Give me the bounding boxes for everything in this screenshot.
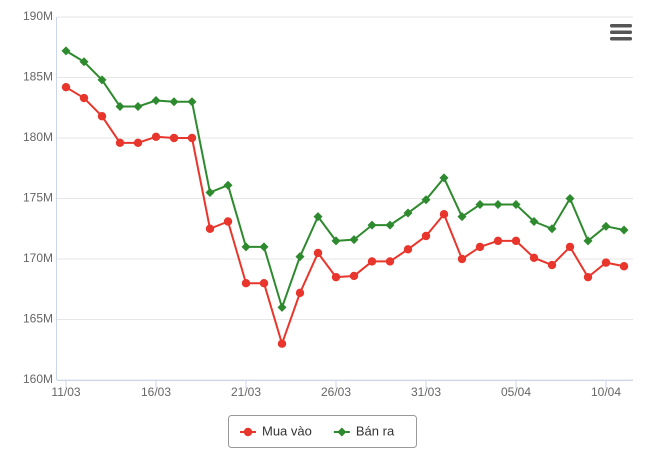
diamond-marker [547, 224, 557, 234]
y-tick-label: 185M [23, 70, 53, 84]
diamond-marker [205, 187, 215, 197]
diamond-marker [295, 252, 305, 262]
menu-bar [610, 30, 632, 34]
circle-marker [79, 93, 89, 103]
circle-marker [277, 339, 287, 348]
diamond-marker [277, 302, 287, 312]
circle-marker [601, 258, 611, 267]
legend-item[interactable]: Bán ra [333, 423, 395, 438]
circle-marker [565, 242, 575, 252]
circle-marker [457, 254, 467, 264]
circle-marker [367, 257, 377, 266]
diamond-marker [79, 57, 89, 67]
legend-item[interactable]: Mua vào [240, 423, 312, 438]
diamond-marker [313, 212, 323, 222]
diamond-marker [337, 427, 347, 437]
diamond-marker [439, 173, 449, 183]
diamond-marker [565, 194, 575, 203]
x-tick-label: 10/04 [591, 385, 621, 399]
circle-marker [259, 279, 269, 288]
circle-marker [133, 138, 143, 148]
circle-marker [115, 138, 125, 148]
legend-label: Bán ra [356, 423, 395, 438]
circle-marker [385, 257, 395, 266]
circle-marker [313, 248, 323, 258]
diamond-marker [115, 102, 125, 112]
y-tick-label: 170M [23, 251, 53, 265]
circle-marker [349, 271, 359, 281]
x-tick-label: 05/04 [501, 385, 531, 399]
diamond-marker [457, 212, 467, 222]
circle-marker [205, 224, 215, 233]
diamond-marker [403, 208, 413, 218]
x-tick-label: 16/03 [141, 385, 171, 399]
circle-marker [529, 253, 539, 262]
diamond-marker [619, 225, 629, 235]
y-tick-label: 190M [23, 9, 53, 23]
diamond-marker [241, 242, 251, 252]
diamond-marker [583, 236, 593, 246]
y-tick-label: 160M [23, 372, 53, 386]
circle-marker [331, 272, 341, 282]
diamond-marker [475, 200, 485, 210]
diamond-marker [331, 236, 341, 246]
legend: Mua vào Bán ra [228, 415, 417, 448]
circle-marker [223, 217, 233, 226]
series-line [65, 86, 625, 345]
x-tick-label: 31/03 [411, 385, 441, 399]
diamond-marker [97, 75, 107, 85]
diamond-marker [223, 180, 233, 190]
diamond-marker [349, 235, 359, 245]
menu-button[interactable] [610, 24, 632, 41]
series [61, 46, 629, 312]
circle-marker [511, 236, 521, 246]
diamond-marker [601, 221, 611, 231]
circle-marker [547, 260, 557, 270]
x-tick-label: 26/03 [321, 385, 351, 399]
circle-marker [187, 133, 197, 143]
diamond-marker [61, 46, 71, 56]
circle-marker [97, 112, 107, 121]
diamond-marker [151, 95, 161, 105]
circle-marker [403, 245, 413, 254]
y-tick-label: 165M [23, 312, 53, 326]
circle-marker [151, 132, 161, 141]
circle-marker [619, 262, 629, 271]
circle-marker [583, 272, 593, 282]
diamond-marker [385, 220, 395, 230]
circle-marker [241, 279, 251, 288]
y-tick-label: 175M [23, 191, 53, 205]
diamond-marker [169, 97, 179, 107]
circle-marker [421, 231, 431, 241]
circle-marker [295, 288, 305, 298]
diamond-marker [187, 97, 197, 107]
diamond-marker [133, 102, 143, 112]
circle-marker [475, 242, 485, 252]
legend-label: Mua vào [262, 423, 312, 438]
series-line [65, 50, 625, 309]
diamond-marker [259, 242, 269, 252]
diamond-marker [529, 216, 539, 226]
diamond-marker [421, 195, 431, 205]
x-tick-label: 21/03 [231, 385, 261, 399]
diamond-marker [367, 220, 377, 230]
x-tick-label: 11/03 [51, 385, 80, 399]
circle-marker [169, 133, 179, 143]
circle-marker [243, 427, 253, 437]
circle-marker [61, 82, 71, 92]
y-tick-label: 180M [23, 130, 53, 144]
series [61, 82, 629, 348]
menu-bar [610, 24, 632, 28]
legend-box [228, 415, 417, 448]
diamond-marker [493, 200, 503, 210]
circle-marker [439, 210, 449, 219]
circle-marker [493, 236, 503, 246]
menu-bar [610, 37, 632, 41]
diamond-marker [511, 200, 521, 210]
